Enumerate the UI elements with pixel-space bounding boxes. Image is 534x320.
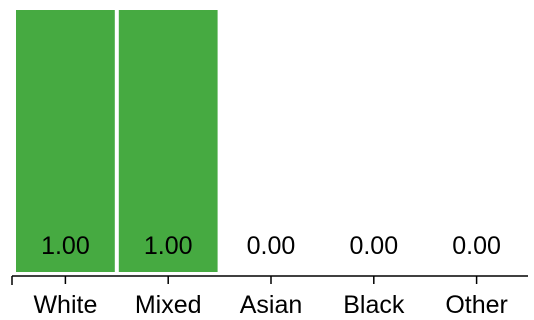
bar-mixed bbox=[118, 10, 218, 272]
x-tick-label-white: White bbox=[33, 291, 97, 319]
data-label-other: 0.00 bbox=[452, 232, 501, 260]
data-labels-group: 1.00 1.00 0.00 0.00 0.00 bbox=[41, 232, 501, 260]
x-tick-label-black: Black bbox=[343, 291, 405, 319]
x-ticks-group bbox=[11, 276, 478, 285]
x-tick-label-asian: Asian bbox=[240, 291, 303, 319]
bar-white bbox=[16, 10, 115, 272]
x-tick-labels-group: White Mixed Asian Black Other bbox=[33, 291, 507, 319]
data-label-white: 1.00 bbox=[41, 232, 90, 260]
bars-group bbox=[16, 10, 218, 272]
data-label-mixed: 1.00 bbox=[144, 232, 193, 260]
x-tick-label-mixed: Mixed bbox=[135, 291, 202, 319]
data-label-asian: 0.00 bbox=[247, 232, 296, 260]
x-tick-label-other: Other bbox=[445, 291, 508, 319]
data-label-black: 0.00 bbox=[349, 232, 398, 260]
